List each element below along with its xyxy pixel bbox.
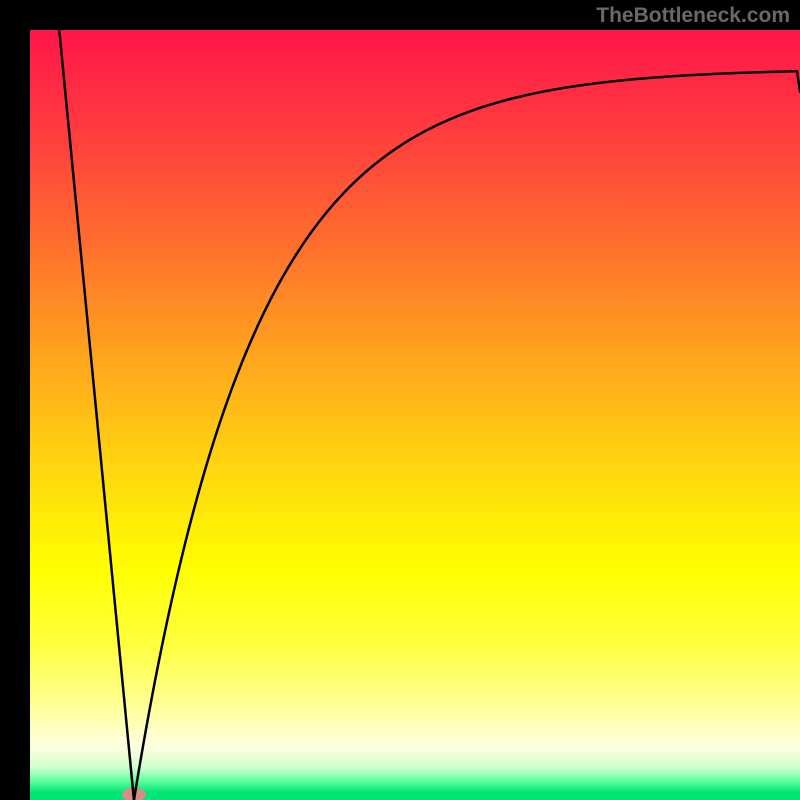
chart-container: TheBottleneck.com [0, 0, 800, 800]
plot-background [30, 30, 800, 800]
bottleneck-chart [0, 0, 800, 800]
watermark-text: TheBottleneck.com [596, 4, 790, 28]
